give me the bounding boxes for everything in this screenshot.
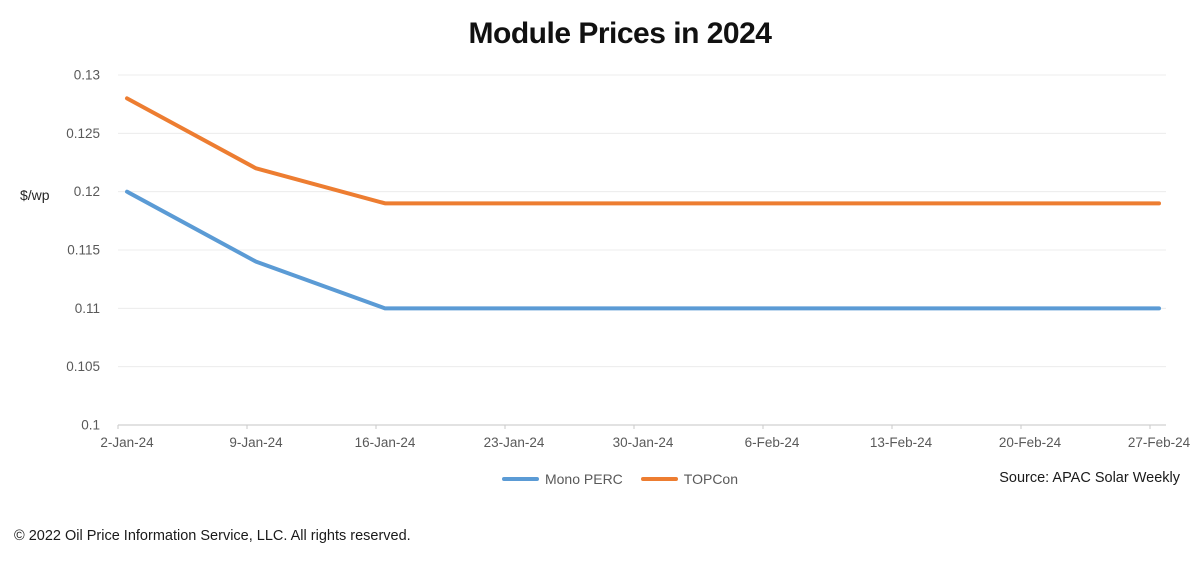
x-tick-label: 30-Jan-24 (613, 435, 674, 450)
x-tick-label: 6-Feb-24 (745, 435, 800, 450)
x-tick-label: 2-Jan-24 (100, 435, 154, 450)
legend-line-swatch-mono-perc (501, 477, 539, 481)
source-note: Source: APAC Solar Weekly (999, 470, 1180, 486)
y-axis-title: $/wp (20, 187, 50, 203)
x-tick-label: 13-Feb-24 (870, 435, 933, 450)
legend: Mono PERC TOPCon (40, 471, 1200, 487)
y-tick-label: 0.12 (74, 184, 100, 199)
legend-item-mono-perc: Mono PERC (501, 471, 623, 487)
legend-line-swatch-topcon (640, 477, 678, 481)
copyright-note: © 2022 Oil Price Information Service, LL… (14, 528, 411, 544)
series-line-mono-perc (125, 189, 1161, 311)
plot-area: 0.1 0.105 0.11 0.115 0.12 0.125 0.13 2-Jan-24 9-… (66, 68, 1191, 451)
y-tick-label: 0.13 (74, 68, 100, 83)
x-tick-label: 23-Jan-24 (484, 435, 545, 450)
legend-item-topcon: TOPCon (640, 471, 739, 487)
y-tick-label: 0.105 (66, 359, 100, 374)
legend-label-mono-perc: Mono PERC (544, 471, 623, 487)
x-tick-label: 20-Feb-24 (999, 435, 1062, 450)
y-tick-label: 0.1 (81, 418, 100, 433)
x-tick-label: 27-Feb-24 (1128, 435, 1191, 450)
y-tick-label: 0.115 (67, 243, 100, 258)
y-tick-label: 0.125 (66, 126, 100, 141)
legend-label-topcon: TOPCon (683, 471, 739, 487)
x-tick-label: 16-Jan-24 (355, 435, 416, 450)
x-tick-label: 9-Jan-24 (229, 435, 283, 450)
y-tick-label: 0.11 (75, 301, 100, 316)
chart-title: Module Prices in 2024 (468, 17, 772, 50)
series-line-topcon (125, 96, 1161, 206)
